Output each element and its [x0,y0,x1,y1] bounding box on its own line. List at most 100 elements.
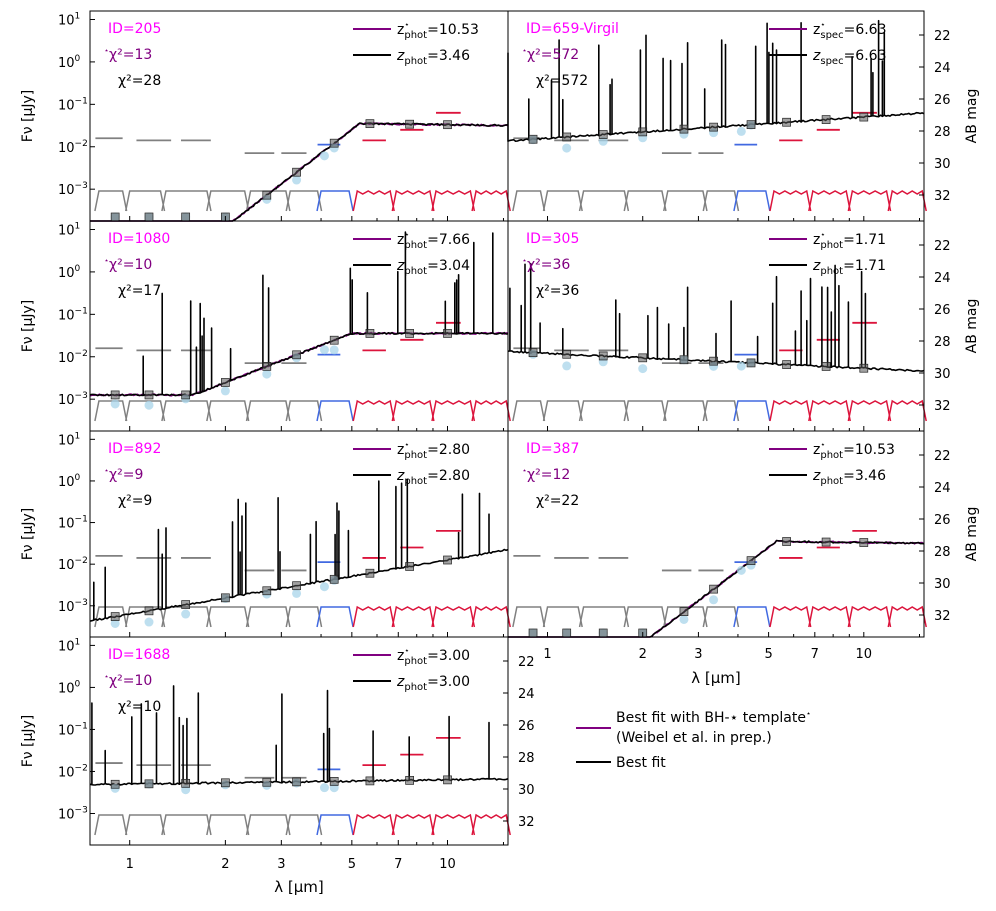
model-flux-point [679,355,689,365]
mag-tick-label: 30 [934,367,951,382]
photometry-point [638,364,648,374]
model-flux-point [292,777,301,787]
mag-tick-label: 30 [934,157,951,172]
chi2-label: χ²=10 [118,699,161,715]
model-flux-point [638,127,648,137]
model-flux-point [443,775,452,785]
filter-curve [206,606,250,628]
z-star-label: z⋆ phot=3.00 [397,646,470,667]
filter-curve [512,190,546,212]
filter-curve [623,190,667,212]
filter-curve [578,190,630,212]
model-flux-point [405,776,414,785]
filter-curve [471,189,511,212]
filter-curve [124,190,166,212]
filter-curve [512,400,546,422]
model-flux-point [181,212,191,222]
x-tick-label: 1 [543,647,551,662]
sed-panel: 22 24 26 28 30 32 AB mag ID=387 ⋆χ²=12 χ²=22 z⋆ pho… [507,430,980,638]
filter-curve [431,399,476,422]
filter-curve [702,190,740,212]
x-tick-label: 10 [856,647,873,662]
z-label: zphot=1.71 [812,258,886,277]
source-id: ID=387 [526,441,579,457]
photometry-point [329,345,339,355]
z-label: zphot=3.00 [396,674,470,693]
model-flux-point [821,362,831,371]
mag-tick-label: 32 [518,815,535,830]
sed-panel: 101 100 10−1 10−2 10−3 Fν [μJy] ID=205 ⋆χ²=13 χ²… [20,10,511,222]
chi2-star-label: ⋆χ²=572 [522,46,579,63]
y-tick-label: 101 [58,11,80,28]
model-flux-point [329,777,339,786]
filter-curve [512,606,546,628]
filter-curve [316,814,354,836]
filter-curve [161,814,212,836]
chi2-label: χ²=36 [536,283,579,299]
legend-bh-label: Best fit with BH-⋆ template⋆ [616,709,811,726]
x-tick-label: 3 [694,647,702,662]
mag-tick-label: 22 [934,449,951,464]
filter-curve [94,400,128,422]
filter-curve [206,190,250,212]
photometry-point [144,617,154,627]
y-tick-label: 100 [58,264,81,281]
filter-curve [623,606,667,628]
filter-curve [285,814,323,836]
photometry-point [319,151,329,161]
mag-tick-label: 26 [934,303,951,318]
filter-curve [245,400,291,422]
y-tick-label: 10−2 [58,139,88,156]
sed-panel: 101 100 10−1 10−2 10−3 Fν [μJy] 22 24 26 28 30 32 ID… [20,636,535,846]
model-flux-point [782,117,791,127]
filter-curve [431,189,476,212]
x-tick-label: 5 [764,647,772,662]
model-flux-point [709,122,718,132]
model-flux-point [709,584,718,594]
mag-tick-label: 28 [934,125,951,140]
panel-frame [89,10,509,222]
photometry-point [736,361,746,371]
chi2-star-label: ⋆χ²=10 [104,672,152,689]
chi2-label: χ²=9 [118,493,152,509]
photometry-point [262,369,272,379]
filter-curve [887,399,927,422]
filter-curve [161,190,212,212]
mag-tick-label: 30 [934,577,951,592]
mag-tick-label: 24 [934,271,951,286]
model-flux-point [638,353,648,363]
sed-panel: 22 24 26 28 30 32 AB mag ID=305 ⋆χ²=36 χ²=36 z⋆ pho… [507,220,980,432]
source-id: ID=892 [108,441,161,457]
model-flux-point [598,628,608,638]
model-flux-point [782,360,791,369]
x-axis-label: λ [μm] [691,669,741,687]
filter-curve [206,814,250,836]
model-flux-point [181,390,191,400]
model-flux-point [181,778,191,788]
model-flux-point [221,378,230,387]
y-tick-label: 10−1 [58,306,88,323]
x-tick-label: 2 [639,647,647,662]
z-label: zphot=3.46 [812,468,886,487]
model-flux-point [679,124,689,134]
filter-curve [542,190,583,212]
photometry-point [736,126,746,136]
sed-panel: 101 100 10−1 10−2 10−3 Fν [μJy] ID=1080 ⋆χ²=10 χ… [20,220,511,432]
y2-axis-label: AB mag [964,299,980,354]
model-flux-point [221,778,230,788]
filter-curve [808,605,851,628]
model-spectrum [89,231,508,397]
filter-curve [733,606,771,628]
mag-tick-label: 32 [934,399,951,414]
y-tick-label: 10−1 [58,721,88,738]
model-flux-point [262,190,272,200]
filter-curve [391,605,435,628]
filter-curve [769,189,812,212]
model-flux-point [365,568,375,578]
model-flux-point [110,212,120,222]
z-star-label: z⋆ phot=7.66 [397,230,470,251]
y-tick-label: 101 [58,637,80,654]
chi2-label: χ²=28 [118,73,161,89]
filter-curve [352,399,395,422]
y-tick-label: 10−2 [58,349,88,366]
